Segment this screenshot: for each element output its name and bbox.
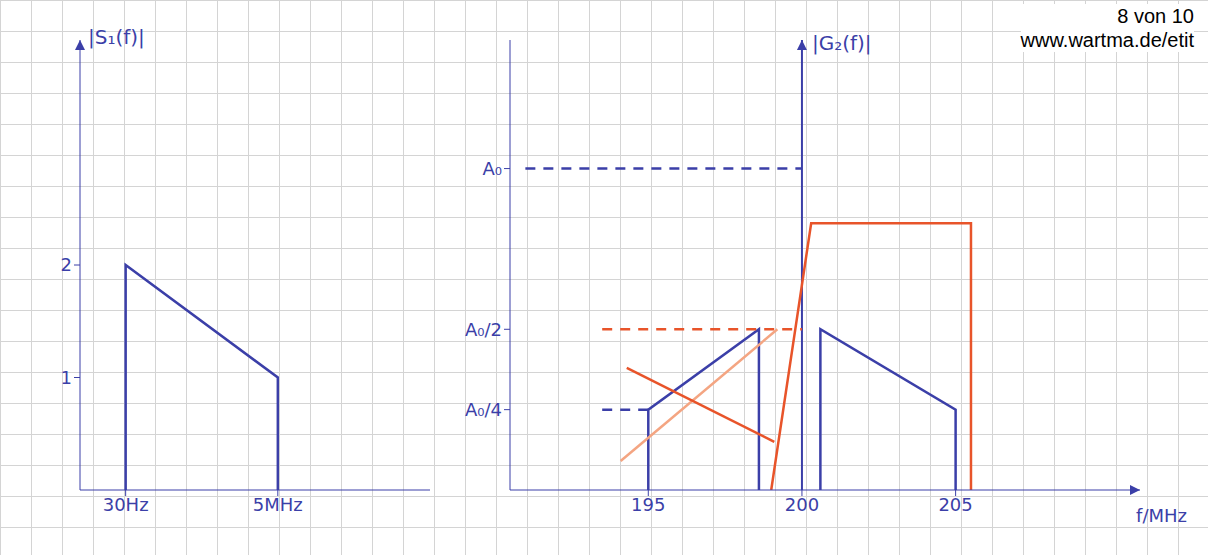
- svg-text:5MHz: 5MHz: [253, 494, 303, 515]
- svg-text:A₀/4: A₀/4: [465, 399, 502, 420]
- svg-text:A₀/2: A₀/2: [465, 319, 502, 340]
- svg-text:2: 2: [61, 254, 72, 275]
- svg-text:|G₂(f)|: |G₂(f)|: [812, 31, 872, 55]
- svg-text:1: 1: [61, 367, 72, 388]
- svg-text:200: 200: [785, 494, 819, 515]
- html-text:8 von 10: 8 von 10: [1117, 5, 1194, 27]
- svg-text:195: 195: [631, 494, 665, 515]
- svg-text:205: 205: [938, 494, 972, 515]
- svg-text:|S₁(f)|: |S₁(f)|: [88, 25, 145, 49]
- html-text:www.wartma.de/etit: www.wartma.de/etit: [1020, 29, 1194, 51]
- svg-text:A₀: A₀: [482, 158, 502, 179]
- svg-text:f/MHz: f/MHz: [1136, 505, 1187, 526]
- svg-text:30Hz: 30Hz: [103, 494, 149, 515]
